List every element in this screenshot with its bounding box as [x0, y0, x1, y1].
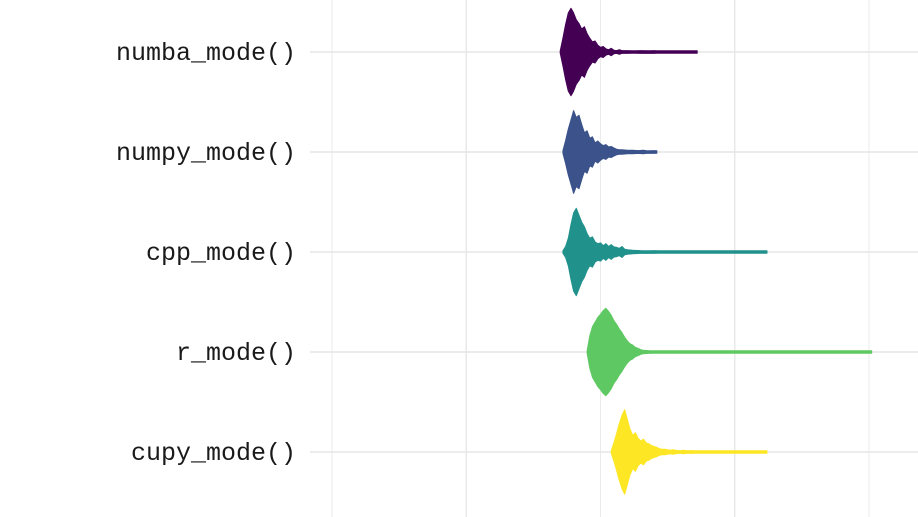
- violins: [559, 7, 873, 495]
- category-label: numba_mode(): [116, 39, 296, 68]
- violin-numba-mode: [559, 7, 698, 97]
- violin-cupy-mode: [610, 409, 768, 495]
- violin-r-mode: [586, 307, 873, 397]
- category-label: cpp_mode(): [146, 239, 296, 268]
- violin-numpy-mode: [562, 110, 658, 194]
- category-label: r_mode(): [176, 339, 296, 368]
- grid: [310, 0, 918, 517]
- category-labels: numba_mode() numpy_mode() cpp_mode() r_mode…: [116, 39, 296, 468]
- category-label: numpy_mode(): [116, 139, 296, 168]
- violin-cpp-mode: [562, 207, 768, 297]
- category-label: cupy_mode(): [131, 439, 296, 468]
